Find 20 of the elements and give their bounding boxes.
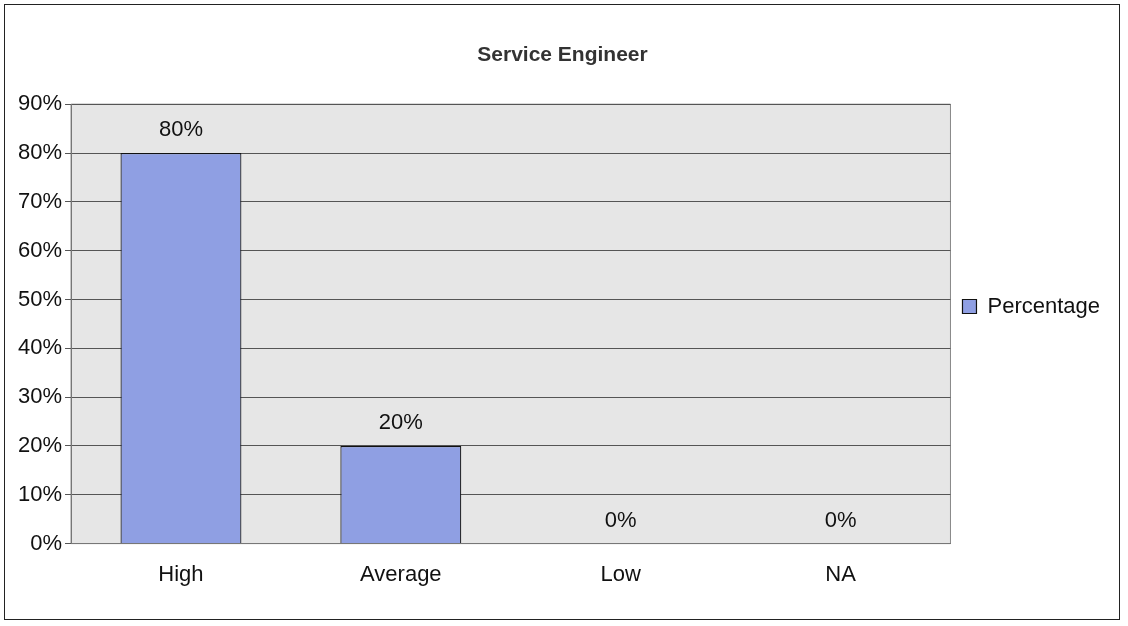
x-tick-label: Low bbox=[600, 560, 641, 586]
chart-title: Service Engineer bbox=[477, 42, 648, 66]
y-tick-label: 40% bbox=[17, 334, 63, 360]
y-tick-label: 30% bbox=[17, 383, 63, 409]
x-tick-label: Average bbox=[360, 560, 442, 586]
y-tick-label: 10% bbox=[17, 480, 63, 506]
x-tick-label: High bbox=[158, 560, 204, 586]
y-tick-label: 20% bbox=[17, 432, 63, 458]
x-tick-label: NA bbox=[825, 560, 857, 586]
y-tick-label: 60% bbox=[17, 236, 63, 262]
y-tick-label: 0% bbox=[30, 529, 63, 555]
y-tick-label: 50% bbox=[17, 285, 63, 311]
y-tick-label: 90% bbox=[17, 90, 63, 116]
data-label: 80% bbox=[158, 116, 203, 142]
data-label: 0% bbox=[604, 506, 637, 532]
y-tick-label: 80% bbox=[17, 139, 63, 165]
data-label: 20% bbox=[378, 409, 423, 435]
y-tick-label: 70% bbox=[17, 187, 63, 213]
legend-label: Percentage bbox=[987, 292, 1101, 318]
data-label: 0% bbox=[824, 506, 857, 532]
